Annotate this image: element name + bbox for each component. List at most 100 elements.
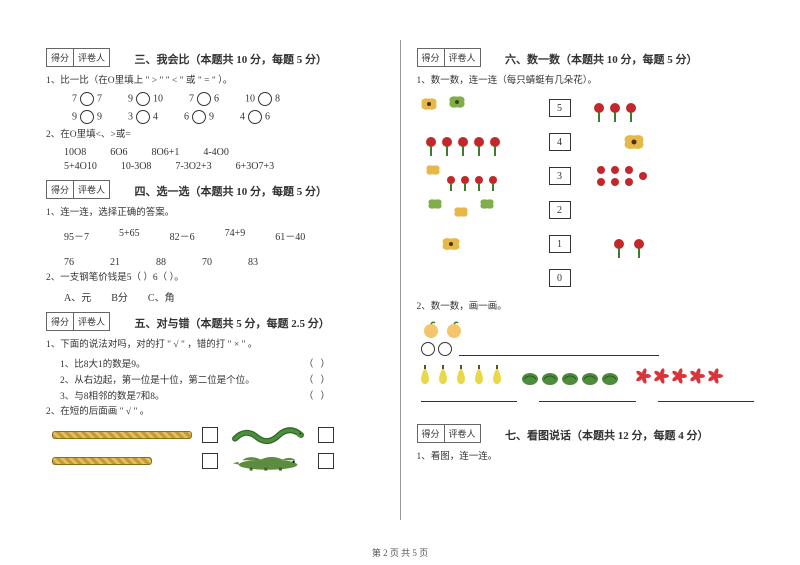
section-3-title: 三、我会比（本题共 10 分，每题 5 分）	[135, 51, 328, 67]
pear-icon	[453, 364, 469, 386]
s4-top-row: 95－7 5+65 82－6 74+9 61－40	[64, 228, 384, 243]
flower-icon	[671, 368, 687, 386]
three-blanks[interactable]	[421, 394, 755, 402]
s3-row1: 77 910 76 108	[72, 92, 384, 106]
circle-blank[interactable]	[136, 92, 150, 106]
butterfly-roses-icon	[421, 160, 531, 192]
score-box: 得分 评卷人	[46, 180, 110, 199]
left-column: 得分 评卷人 三、我会比（本题共 10 分，每题 5 分） 1、比一比（在O里填…	[30, 40, 400, 520]
draw-circle-icon	[438, 342, 452, 356]
melon-group	[521, 370, 619, 386]
score-box: 得分 评卷人	[417, 424, 481, 443]
circle-blank[interactable]	[136, 110, 150, 124]
rope-row-2	[52, 450, 384, 472]
circle-draw-row[interactable]	[421, 342, 755, 356]
count-match-area: 5 4	[417, 92, 755, 294]
circle-blank[interactable]	[80, 110, 94, 124]
number-box[interactable]: 0	[549, 269, 571, 287]
right-column: 得分 评卷人 六、数一数（本题共 10 分，每题 5 分） 1、数一数，连一连（…	[401, 40, 771, 520]
melon-icon	[541, 370, 559, 386]
paren[interactable]: （ ）	[304, 372, 330, 386]
circle-blank[interactable]	[197, 92, 211, 106]
circle-blank[interactable]	[258, 92, 272, 106]
flower-icon	[653, 368, 669, 386]
melon-icon	[521, 370, 539, 386]
s4-q1: 1、连一连，选择正确的答案。	[46, 206, 384, 220]
draw-circle-icon	[421, 342, 435, 356]
checkbox[interactable]	[202, 427, 218, 443]
checkbox[interactable]	[202, 453, 218, 469]
blank-line[interactable]	[459, 346, 659, 356]
blank-line[interactable]	[658, 394, 755, 402]
section-5-head: 得分 评卷人 五、对与错（本题共 5 分，每题 2.5 分）	[46, 312, 384, 334]
tf-3: 3、与8相邻的数是7和8。（ ）	[60, 388, 330, 402]
flower-icon	[707, 368, 723, 386]
s4-q2: 2、一支钢笔价钱是5（ ）6（ ）。	[46, 271, 384, 285]
circle-blank[interactable]	[248, 110, 262, 124]
grader-label: 评卷人	[74, 313, 109, 330]
paren[interactable]: （ ）	[304, 388, 330, 402]
score-label: 得分	[47, 313, 74, 330]
score-box: 得分 评卷人	[46, 48, 110, 67]
grader-label: 评卷人	[74, 181, 109, 198]
tf-2: 2、从右边起，第一位是十位，第二位是个位。（ ）	[60, 372, 330, 386]
pear-group	[417, 364, 505, 386]
section-6-title: 六、数一数（本题共 10 分，每题 5 分）	[505, 51, 698, 67]
score-label: 得分	[418, 49, 445, 66]
grader-label: 评卷人	[74, 49, 109, 66]
pear-icon	[417, 364, 433, 386]
checkbox[interactable]	[318, 427, 334, 443]
blank-line[interactable]	[539, 394, 636, 402]
page-footer: 第 2 页 共 5 页	[0, 546, 800, 559]
pear-icon	[435, 364, 451, 386]
paren[interactable]: （ ）	[304, 356, 330, 370]
cmp-pair: 76	[189, 92, 219, 106]
cmp-pair: 108	[245, 92, 280, 106]
section-4-title: 四、选一选（本题共 10 分，每题 5 分）	[135, 183, 328, 199]
s3-row2: 99 34 69 46	[72, 110, 384, 124]
score-label: 得分	[47, 49, 74, 66]
circle-blank[interactable]	[192, 110, 206, 124]
number-box[interactable]: 4	[549, 133, 571, 151]
score-box: 得分 评卷人	[46, 312, 110, 331]
crocodile-icon	[228, 450, 308, 472]
score-label: 得分	[418, 425, 445, 442]
score-box: 得分 评卷人	[417, 48, 481, 67]
section-3-head: 得分 评卷人 三、我会比（本题共 10 分，每题 5 分）	[46, 48, 384, 70]
s3-line-b: 5+4O10 10-3O8 7-3O2+3 6+3O7+3	[64, 161, 384, 172]
cmp-pair: 99	[72, 110, 102, 124]
s5-q1: 1、下面的说法对吗，对的打 " √ " ，错的打 " × " 。	[46, 338, 384, 352]
pear-icon	[489, 364, 505, 386]
tf-1: 1、比8大1的数是9。（ ）	[60, 356, 330, 370]
cmp-pair: 46	[240, 110, 270, 124]
number-box[interactable]: 5	[549, 99, 571, 117]
s3-line-a: 10O8 6O6 8O6+1 4-4O0	[64, 147, 384, 158]
rope-short-icon	[52, 457, 152, 465]
butterfly-cluster-icon	[421, 92, 531, 124]
s3-q1: 1、比一比（在O里填上 " > " " < " 或 " = " ）。	[46, 74, 384, 88]
peach-icon	[444, 319, 464, 339]
grader-label: 评卷人	[445, 425, 480, 442]
rose-cluster-icon	[421, 126, 531, 158]
melon-icon	[581, 370, 599, 386]
section-6-head: 得分 评卷人 六、数一数（本题共 10 分，每题 5 分）	[417, 48, 755, 70]
circle-blank[interactable]	[80, 92, 94, 106]
flower-icon	[635, 368, 651, 386]
blank-line[interactable]	[421, 394, 518, 402]
cmp-pair: 910	[128, 92, 163, 106]
s6-q1: 1、数一数，连一连（每只蜻蜓有几朵花）。	[417, 74, 755, 88]
number-box[interactable]: 2	[549, 201, 571, 219]
rose-cluster-icon	[589, 92, 699, 124]
butterfly-icon	[589, 126, 699, 158]
s6-q2: 2、数一数，画一画。	[417, 300, 755, 314]
cmp-pair: 77	[72, 92, 102, 106]
checkbox[interactable]	[318, 453, 334, 469]
melon-icon	[601, 370, 619, 386]
number-box[interactable]: 1	[549, 235, 571, 253]
s4-opts: A、元 B分 C、角	[64, 289, 384, 304]
number-box[interactable]: 3	[549, 167, 571, 185]
pear-icon	[471, 364, 487, 386]
s4-bot-row: 76 21 88 70 83	[64, 257, 384, 268]
s7-q1: 1、看图，连一连。	[417, 450, 755, 464]
page: 得分 评卷人 三、我会比（本题共 10 分，每题 5 分） 1、比一比（在O里填…	[30, 40, 770, 520]
